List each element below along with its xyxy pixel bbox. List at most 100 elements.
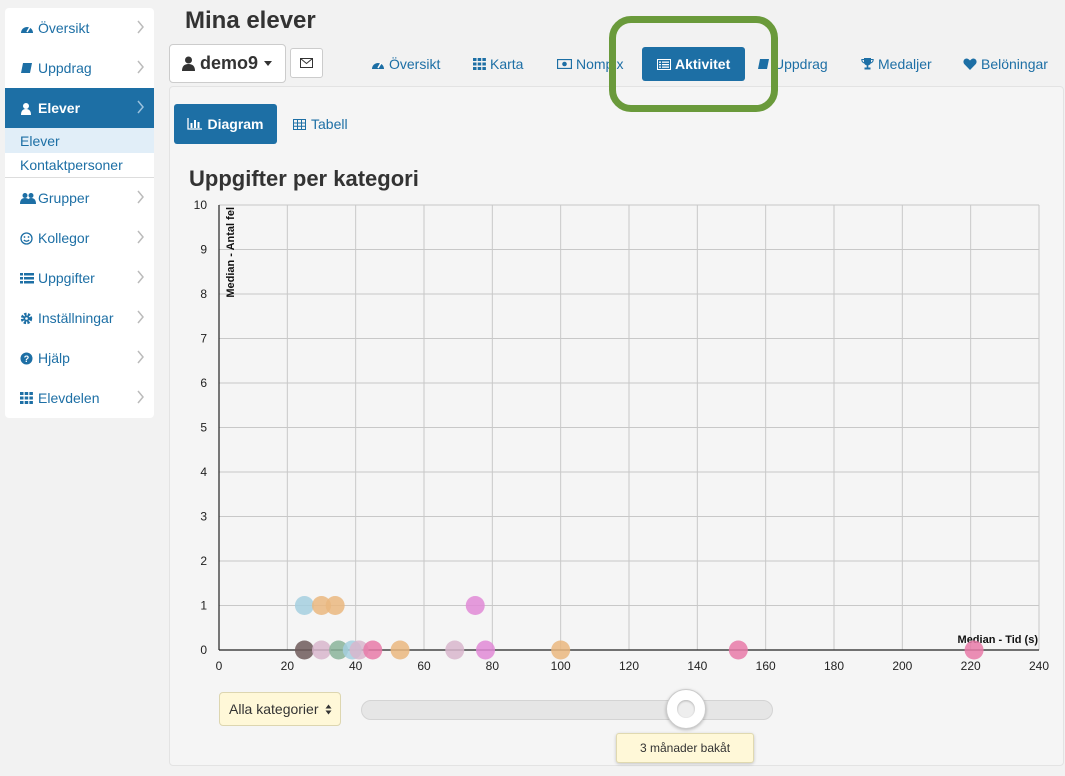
diagram-button[interactable]: Diagram: [174, 104, 277, 144]
sidebar-subitem-label: Kontaktpersoner: [20, 157, 123, 173]
x-tick-label: 40: [349, 659, 363, 673]
sidebar-item-label: Grupper: [38, 190, 90, 206]
tab-label: Översikt: [389, 56, 441, 72]
sidebar-subitem-elever[interactable]: Elever: [5, 128, 154, 153]
tab-medaljer[interactable]: Medaljer: [861, 47, 932, 81]
tab-uppdrag[interactable]: Uppdrag: [757, 47, 828, 81]
tab-aktivitet[interactable]: Aktivitet: [642, 47, 746, 81]
scatter-point: [294, 596, 314, 615]
page-title: Mina elever: [185, 7, 316, 34]
slider-handle-dot: [677, 700, 696, 718]
sidebar-item-elevdelen[interactable]: Elevdelen: [5, 378, 154, 418]
gear-icon: [20, 312, 38, 325]
svg-text:?: ?: [24, 354, 30, 364]
user-dropdown[interactable]: demo9: [169, 44, 286, 83]
bar-chart-icon: [187, 118, 203, 130]
sidebar-item-elever[interactable]: Elever: [5, 88, 154, 128]
content-panel: [169, 86, 1064, 766]
scatter-point: [294, 640, 314, 660]
heart-icon: [963, 58, 977, 70]
sidebar-item-hjalp[interactable]: ? Hjälp: [5, 338, 154, 378]
dashboard-icon: [371, 59, 385, 70]
sidebar-item-label: Inställningar: [38, 310, 114, 326]
sidebar-item-label: Hjälp: [38, 350, 70, 366]
question-icon: ?: [20, 352, 38, 365]
y-tick-label: 4: [200, 465, 207, 479]
tab-beloningar[interactable]: Belöningar: [963, 47, 1048, 81]
grid-icon: [20, 392, 38, 404]
book-icon: [20, 62, 38, 74]
sidebar-item-label: Kollegor: [38, 230, 90, 246]
scatter-point: [312, 640, 331, 660]
x-tick-label: 0: [216, 659, 223, 673]
chevron-right-icon: [137, 190, 144, 204]
x-tick-label: 20: [281, 659, 295, 673]
scatter-point: [363, 640, 383, 660]
sidebar-item-uppdrag[interactable]: Uppdrag: [5, 48, 154, 88]
y-tick-label: 2: [200, 554, 207, 568]
x-tick-label: 180: [824, 659, 844, 673]
list-icon: [20, 272, 38, 284]
scatter-point: [349, 640, 369, 660]
x-tick-label: 100: [551, 659, 571, 673]
x-tick-label: 80: [486, 659, 500, 673]
y-tick-label: 0: [200, 643, 207, 657]
category-select-value: Alla kategorier: [229, 701, 319, 717]
chevron-right-icon: [137, 270, 144, 284]
sidebar-item-grupper[interactable]: Grupper: [5, 178, 154, 218]
sidebar-item-installningar[interactable]: Inställningar: [5, 298, 154, 338]
tab-karta[interactable]: Karta: [473, 47, 523, 81]
category-select[interactable]: Alla kategorier: [219, 692, 341, 726]
envelope-icon: [300, 58, 313, 68]
select-arrows-icon: [325, 704, 332, 715]
x-tick-label: 240: [1029, 659, 1049, 673]
time-slider-handle[interactable]: [666, 689, 707, 729]
scatter-point: [964, 640, 984, 660]
tabell-button[interactable]: Tabell: [293, 104, 348, 144]
list-alt-icon: [657, 58, 671, 70]
sidebar-item-label: Översikt: [38, 20, 90, 36]
smiley-icon: [20, 231, 38, 245]
y-tick-label: 3: [200, 510, 207, 524]
scatter-point: [476, 640, 495, 660]
tab-label: Karta: [490, 56, 524, 72]
book-icon: [757, 58, 770, 70]
message-button[interactable]: [290, 48, 323, 78]
tabell-label: Tabell: [311, 116, 348, 132]
x-tick-label: 160: [756, 659, 776, 673]
chevron-right-icon: [137, 230, 144, 244]
scatter-chart: 0 20 40 60 80 100 120 140 160 180 200 220 240 0 1 2 3 4 5 6…: [194, 198, 1050, 673]
y-tick-label: 10: [194, 198, 208, 212]
y-tick-label: 1: [200, 599, 207, 613]
chevron-right-icon: [137, 310, 144, 324]
highlight-annotation: [609, 16, 778, 112]
grid-icon: [473, 58, 486, 70]
x-tick-label: 220: [961, 659, 981, 673]
y-tick-label: 7: [200, 332, 207, 346]
dashboard-icon: [20, 22, 38, 34]
sidebar-item-kollegor[interactable]: Kollegor: [5, 218, 154, 258]
scatter-point: [325, 596, 345, 615]
chevron-right-icon: [137, 20, 144, 34]
slider-tooltip: 3 månader bakåt: [616, 733, 754, 763]
chevron-right-icon: [137, 350, 144, 364]
sidebar-subitem-kontaktpersoner[interactable]: Kontaktpersoner: [5, 153, 154, 178]
users-icon: [20, 192, 38, 204]
user-icon: [182, 56, 195, 71]
table-icon: [293, 118, 306, 130]
chart-title: Uppgifter per kategori: [189, 166, 419, 191]
sidebar-item-label: Uppgifter: [38, 270, 95, 286]
x-tick-label: 140: [687, 659, 707, 673]
time-slider-track[interactable]: [361, 700, 773, 720]
x-tick-label: 60: [417, 659, 431, 673]
y-tick-label: 8: [200, 287, 207, 301]
y-axis-label: Median - Antal fel: [225, 207, 237, 298]
x-tick-label: 120: [619, 659, 639, 673]
tab-oversikt[interactable]: Översikt: [371, 47, 440, 81]
chevron-right-icon: [137, 390, 144, 404]
scatter-point: [390, 640, 410, 660]
sidebar-item-oversikt[interactable]: Översikt: [5, 8, 154, 48]
scatter-point: [445, 640, 465, 660]
tab-label: Uppdrag: [774, 56, 828, 72]
sidebar-item-uppgifter[interactable]: Uppgifter: [5, 258, 154, 298]
